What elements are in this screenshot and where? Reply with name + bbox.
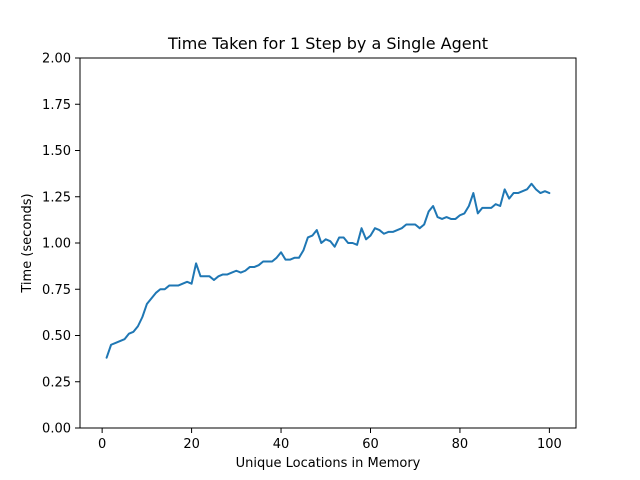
y-tick-label: 2.00	[42, 52, 71, 67]
y-axis-label: Time (seconds)	[20, 193, 35, 293]
plot-background	[80, 58, 576, 428]
y-tick-label: 1.75	[42, 98, 71, 113]
x-tick-label: 100	[537, 437, 562, 452]
x-axis-label: Unique Locations in Memory	[236, 456, 421, 471]
x-tick-label: 80	[452, 437, 469, 452]
y-axis-ticks: 0.00 0.25 0.50 0.75 1.00 1.25 1.50 1.75 2.00	[42, 52, 80, 437]
y-tick-label: 0.50	[42, 329, 71, 344]
y-tick-label: 1.00	[42, 237, 71, 252]
y-tick-label: 1.25	[42, 190, 71, 205]
plot-frame	[79, 57, 577, 429]
x-tick-label: 20	[183, 437, 200, 452]
y-tick-label: 0.00	[42, 422, 71, 437]
y-tick-label: 0.25	[42, 375, 71, 390]
x-tick-label: 40	[273, 437, 290, 452]
x-tick-label: 0	[98, 437, 106, 452]
series-line	[105, 182, 551, 359]
x-axis-ticks: 0 20 40 60 80 100	[98, 428, 562, 452]
x-tick-label: 60	[362, 437, 379, 452]
chart-title: Time Taken for 1 Step by a Single Agent	[167, 34, 488, 53]
y-tick-label: 0.75	[42, 283, 71, 298]
y-tick-label: 1.50	[42, 144, 71, 159]
